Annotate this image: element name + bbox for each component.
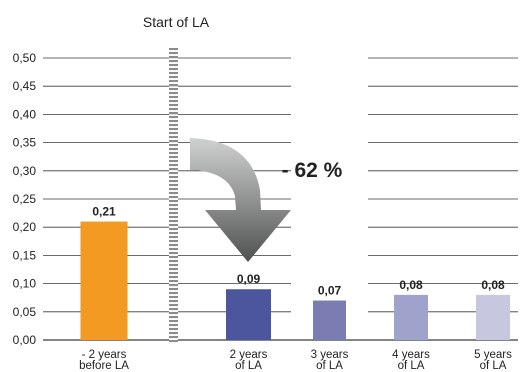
- x-tick-label: of LA: [235, 360, 262, 372]
- y-tick-label: 0,20: [13, 220, 37, 234]
- y-tick-label: 0,40: [13, 107, 37, 121]
- data-label: 0,08: [481, 278, 505, 292]
- y-tick-label: 0,00: [13, 333, 37, 347]
- y-tick-label: 0,05: [13, 305, 37, 319]
- y-tick-label: 0,45: [13, 79, 37, 93]
- bar: [476, 294, 510, 340]
- y-tick-label: 0,35: [13, 136, 37, 150]
- x-tick-label: 4 years: [392, 349, 430, 361]
- bar: [226, 289, 271, 340]
- data-label: 0,07: [318, 284, 342, 298]
- y-tick-label: 0,30: [13, 164, 37, 178]
- y-tick-label: 0,25: [13, 192, 37, 206]
- bar: [80, 221, 128, 340]
- x-tick-label: 2 years: [230, 349, 268, 361]
- y-tick-label: 0,50: [13, 51, 37, 65]
- x-tick-label: of LA: [480, 360, 507, 372]
- bar: [394, 294, 428, 340]
- y-tick-label: 0,10: [13, 277, 37, 291]
- bar: [313, 300, 346, 340]
- data-label: 0,08: [399, 278, 423, 292]
- la-start-label: Start of LA: [143, 14, 210, 30]
- y-axis-ticks: 0,00 0,05 0,10 0,15 0,20 0,25 0,30 0,35 0,40 0,45…: [13, 51, 37, 347]
- data-label: 0,21: [92, 205, 116, 219]
- x-tick-label: before LA: [79, 360, 129, 372]
- la-start-marker: [169, 48, 178, 343]
- y-tick-label: 0,15: [13, 248, 37, 262]
- data-label: 0,09: [237, 272, 261, 286]
- x-tick-label: of LA: [398, 360, 425, 372]
- change-label: - 62 %: [282, 159, 343, 182]
- value-labels: 0,21 0,09 0,07 0,08 0,08: [92, 205, 505, 298]
- decrease-arrow-icon: [190, 138, 291, 262]
- x-tick-label: 5 years: [474, 349, 512, 361]
- x-tick-label: - 2 years: [82, 349, 127, 361]
- x-tick-label: of LA: [316, 360, 343, 372]
- x-tick-label: 3 years: [311, 349, 349, 361]
- bars: [80, 221, 510, 340]
